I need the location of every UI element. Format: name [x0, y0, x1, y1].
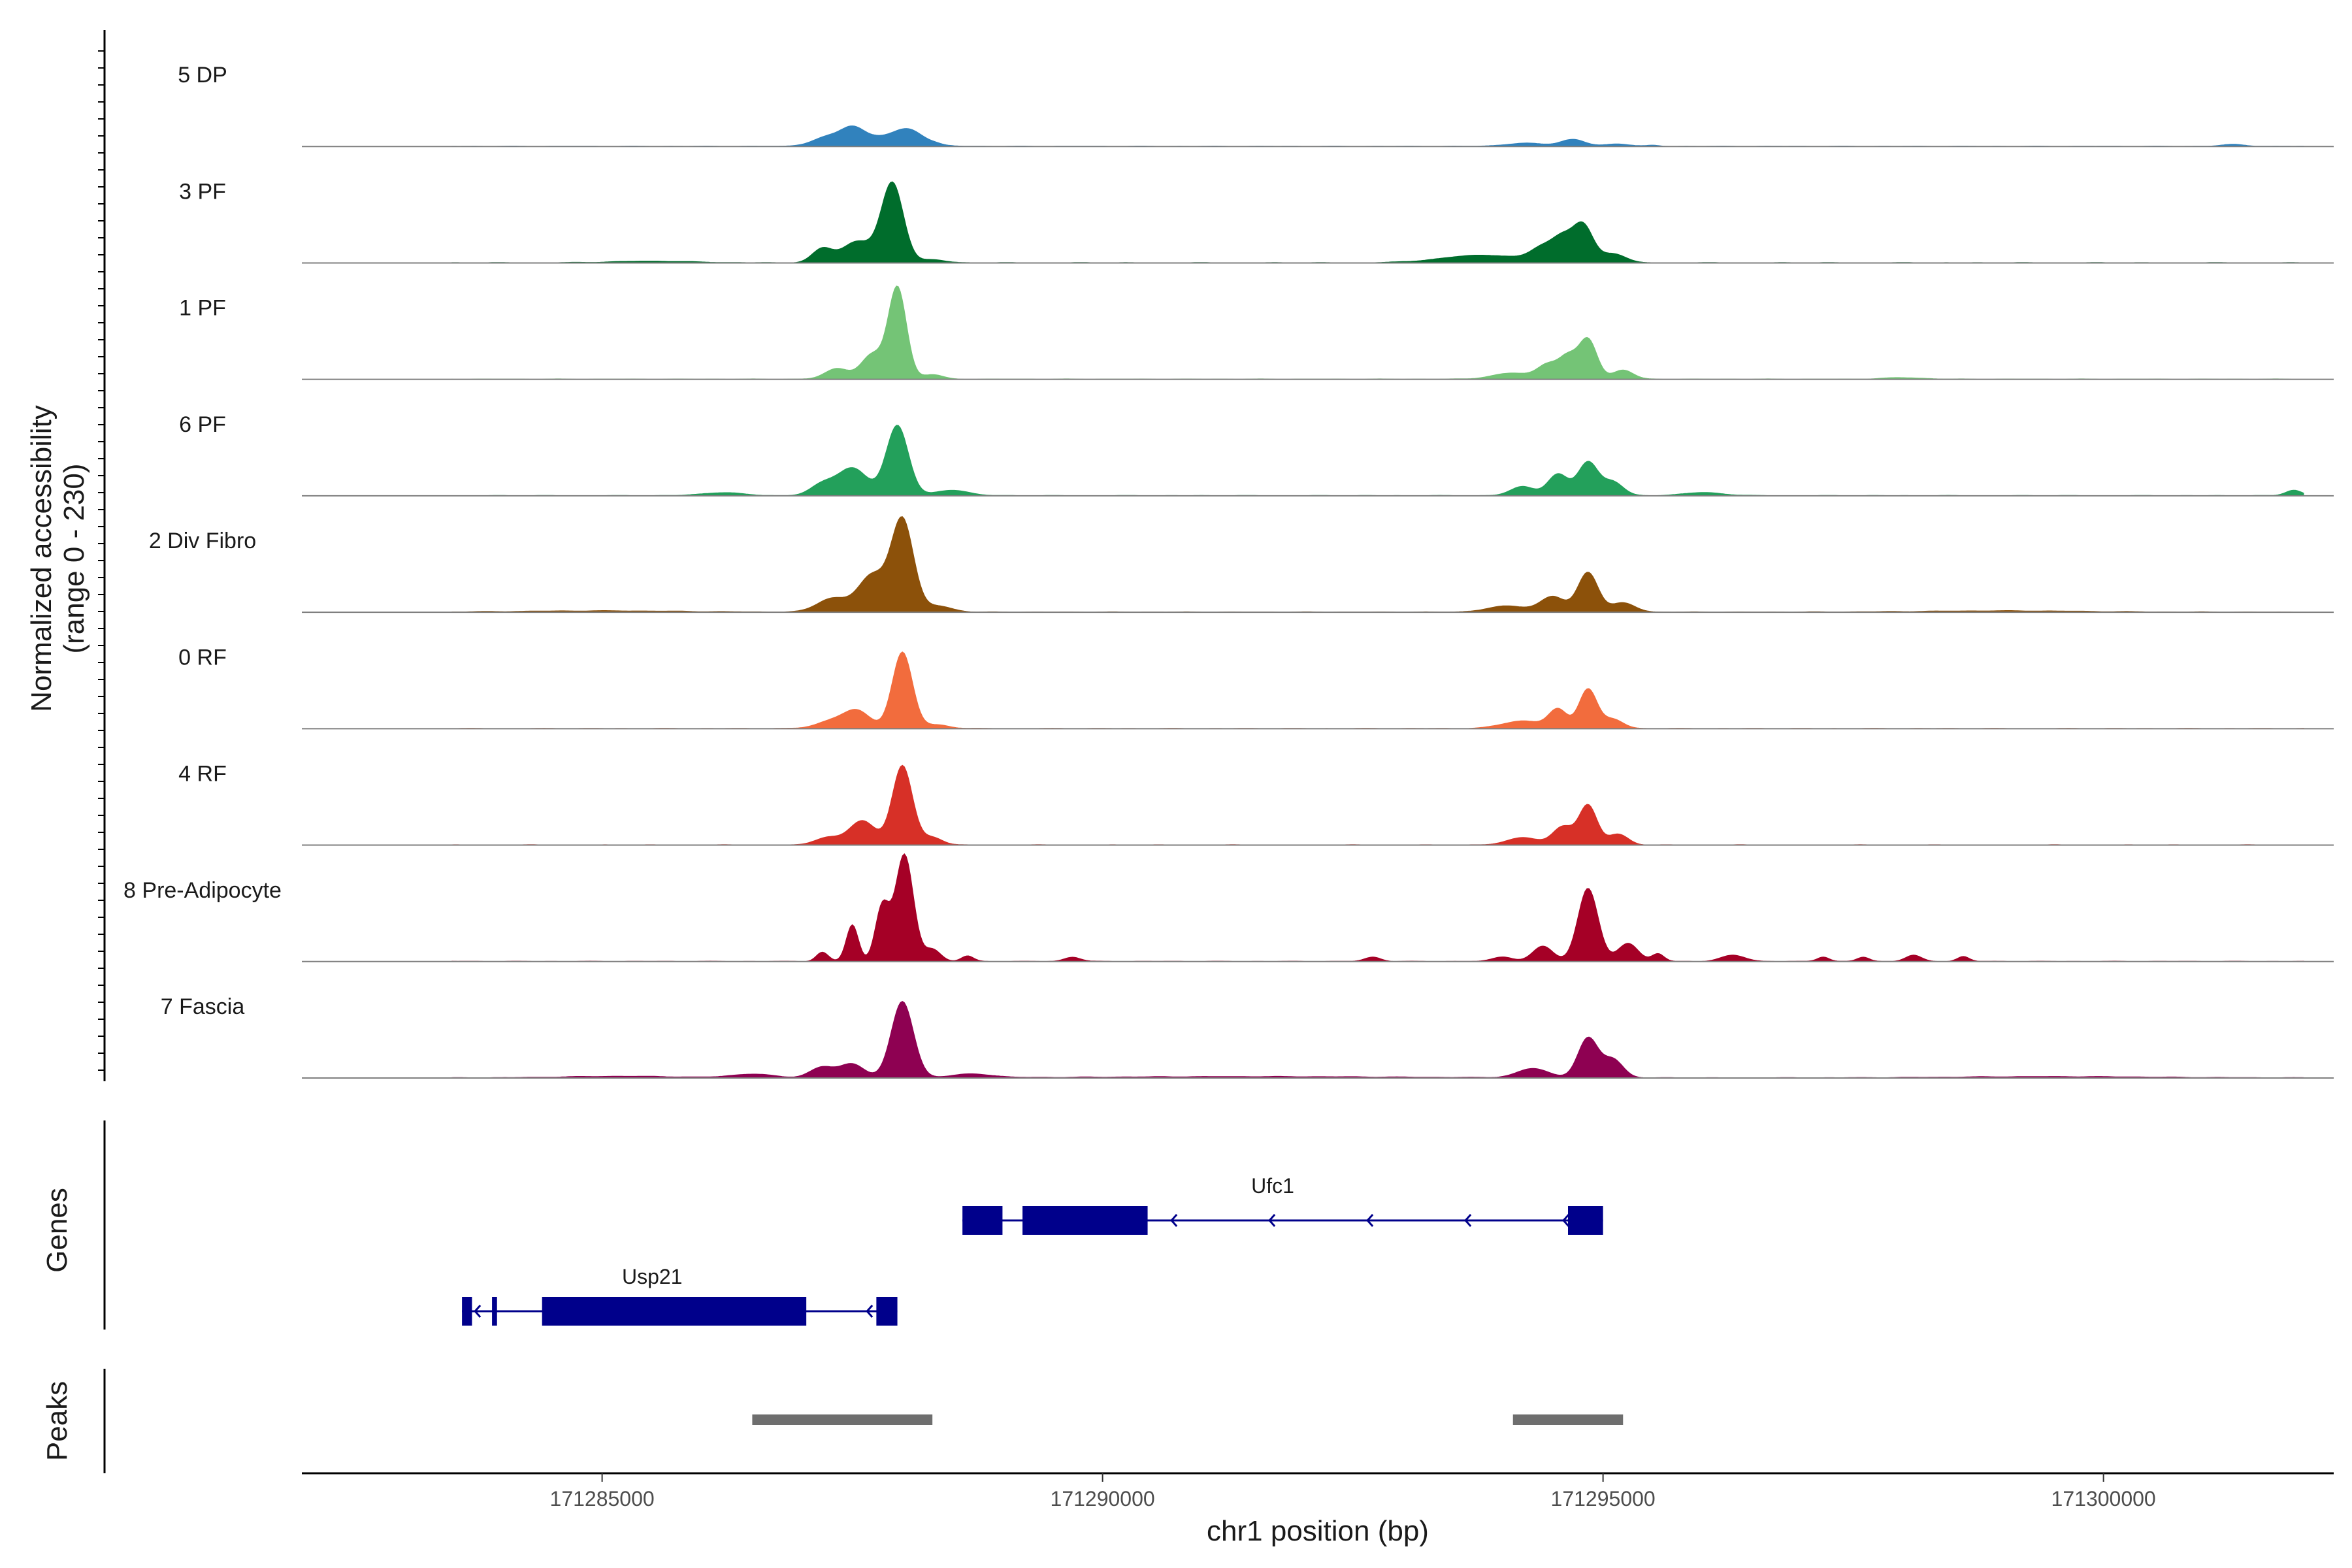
y-axis-title-line2: (range 0 - 230) — [58, 463, 90, 653]
track-label: 5 DP — [178, 63, 227, 88]
track-label: 8 Pre-Adipocyte — [123, 878, 282, 903]
peak-region — [752, 1414, 933, 1425]
coverage-area — [451, 516, 2304, 613]
track-label: 3 PF — [179, 179, 226, 204]
track-5-dp: 5 DP — [178, 63, 2334, 148]
coverage-tracks: 5 DP 3 PF 1 PF 6 PF 2 Div Fibro 0 RF 4 RF 8 Pre… — [123, 63, 2334, 1079]
coverage-area — [451, 651, 2304, 729]
gene-exon — [462, 1297, 472, 1326]
track-4-rf: 4 RF — [178, 762, 2334, 846]
track-label: 1 PF — [179, 296, 226, 321]
x-tick-label: 171300000 — [2051, 1487, 2156, 1511]
gene-exon — [1022, 1206, 1148, 1235]
x-tick-label: 171285000 — [550, 1487, 655, 1511]
track-label: 6 PF — [179, 412, 226, 437]
coverage-area — [451, 853, 2304, 962]
gene-exon — [876, 1297, 898, 1326]
gene-label: Usp21 — [622, 1265, 683, 1288]
gene-label: Ufc1 — [1251, 1174, 1294, 1198]
coverage-area — [451, 286, 2304, 380]
genes-panel: Genes Ufc1 Usp21 — [41, 1120, 1603, 1330]
gene-ufc1: Ufc1 — [962, 1174, 1603, 1235]
y-axis-title: Normalized accessibility (range 0 - 230) — [25, 405, 90, 711]
x-axis-ticks: 171285000 171290000 171295000 171300000 — [550, 1473, 2156, 1511]
coverage-area — [451, 1001, 2304, 1079]
strand-arrow — [866, 1305, 874, 1318]
track-1-pf: 1 PF — [179, 286, 2334, 380]
track-label: 7 Fascia — [161, 994, 245, 1019]
x-tick-label: 171290000 — [1051, 1487, 1155, 1511]
gene-exon — [1568, 1206, 1603, 1235]
track-6-pf: 6 PF — [179, 412, 2334, 497]
peak-region — [1512, 1414, 1624, 1425]
strand-arrow — [1366, 1214, 1374, 1227]
coverage-area — [451, 125, 2304, 147]
track-7-fascia: 7 Fascia — [161, 994, 2334, 1079]
coverage-area — [451, 764, 2304, 846]
coverage-area — [451, 425, 2304, 497]
track-3-pf: 3 PF — [179, 179, 2334, 264]
strand-arrow — [1562, 1214, 1570, 1227]
track-8-pre-adipocyte: 8 Pre-Adipocyte — [123, 853, 2334, 962]
peaks-panel-title: Peaks — [41, 1381, 73, 1461]
gene-usp21: Usp21 — [462, 1265, 898, 1326]
track-2-div-fibro: 2 Div Fibro — [149, 516, 2334, 613]
x-tick-label: 171295000 — [1551, 1487, 1656, 1511]
gene-exon — [492, 1297, 497, 1326]
track-label: 4 RF — [178, 762, 227, 787]
gene-models: Ufc1 Usp21 — [462, 1174, 1603, 1326]
y-axis-title-line1: Normalized accessibility — [25, 405, 57, 711]
track-label: 2 Div Fibro — [149, 529, 256, 553]
gene-exon — [962, 1206, 1003, 1235]
peaks-panel: Peaks — [41, 1369, 1624, 1473]
strand-arrow — [1464, 1214, 1472, 1227]
peak-regions — [752, 1414, 1624, 1425]
x-axis-title: chr1 position (bp) — [1207, 1515, 1429, 1547]
gene-exon — [542, 1297, 807, 1326]
strand-arrow — [474, 1305, 482, 1318]
strand-arrow — [1170, 1214, 1178, 1227]
track-label: 0 RF — [178, 645, 227, 670]
genes-panel-title: Genes — [41, 1188, 73, 1273]
track-0-rf: 0 RF — [178, 645, 2334, 730]
coverage-y-ticks — [98, 50, 105, 1071]
strand-arrow — [1268, 1214, 1276, 1227]
coverage-area — [451, 181, 2304, 263]
